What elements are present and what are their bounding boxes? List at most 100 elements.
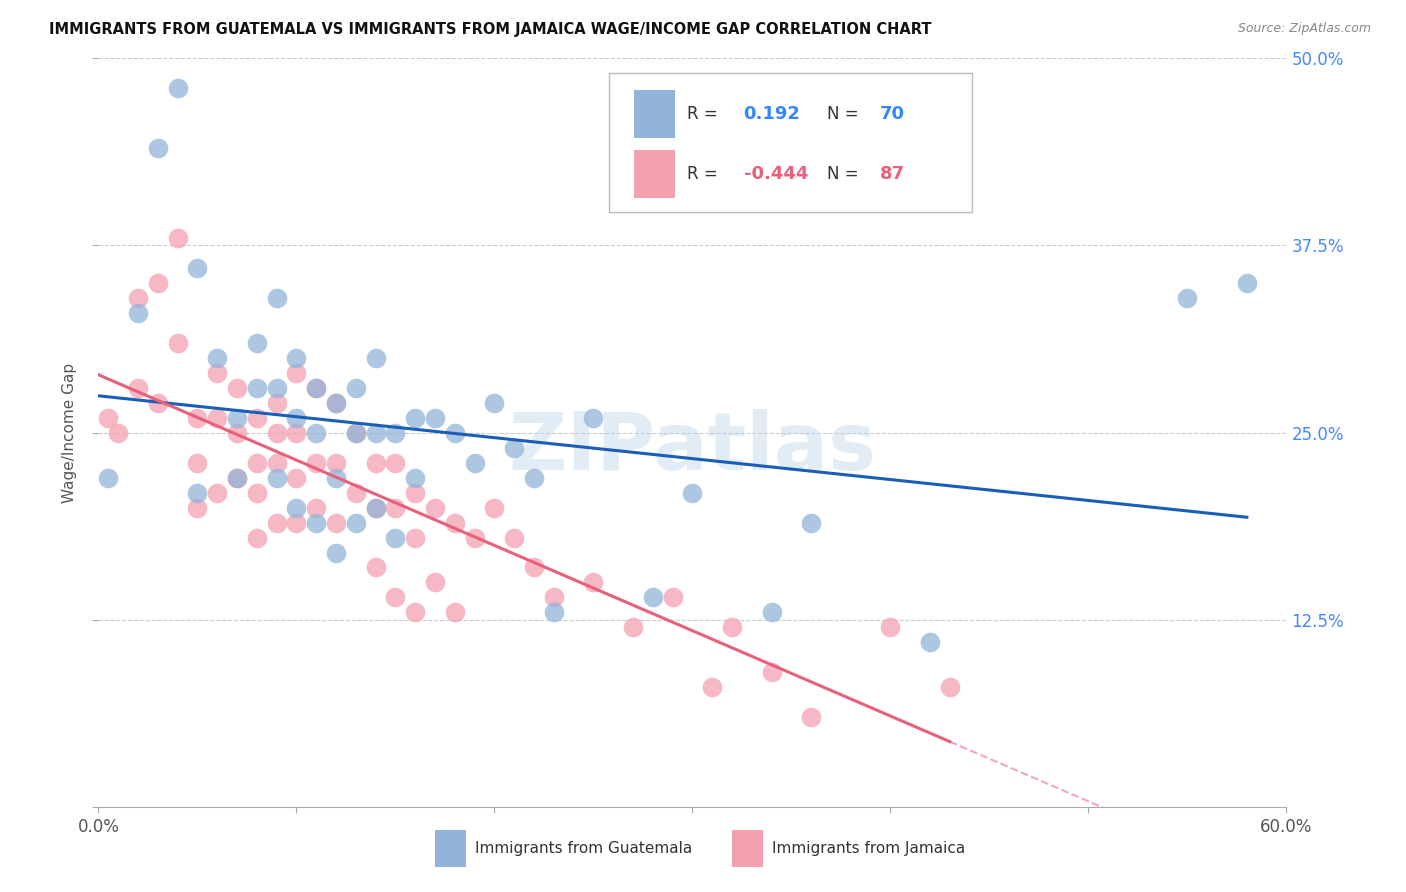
Text: IMMIGRANTS FROM GUATEMALA VS IMMIGRANTS FROM JAMAICA WAGE/INCOME GAP CORRELATION: IMMIGRANTS FROM GUATEMALA VS IMMIGRANTS … bbox=[49, 22, 932, 37]
Point bbox=[305, 381, 328, 395]
Point bbox=[97, 410, 120, 425]
Text: N =: N = bbox=[827, 165, 863, 183]
Point bbox=[423, 575, 446, 590]
Point bbox=[621, 620, 644, 634]
Point bbox=[226, 470, 249, 484]
Text: -0.444: -0.444 bbox=[744, 165, 808, 183]
Text: Immigrants from Jamaica: Immigrants from Jamaica bbox=[772, 841, 966, 856]
Point bbox=[325, 395, 347, 409]
Point bbox=[246, 381, 269, 395]
Point bbox=[166, 231, 188, 245]
Point bbox=[305, 456, 328, 470]
Text: 87: 87 bbox=[880, 165, 905, 183]
FancyBboxPatch shape bbox=[731, 830, 762, 867]
Point bbox=[285, 470, 308, 484]
Point bbox=[325, 516, 347, 530]
Point bbox=[404, 485, 426, 500]
Point bbox=[523, 470, 546, 484]
Text: 0.192: 0.192 bbox=[744, 105, 800, 123]
Point bbox=[186, 485, 208, 500]
Point bbox=[226, 381, 249, 395]
Point bbox=[404, 531, 426, 545]
Point bbox=[364, 500, 387, 515]
Point bbox=[920, 635, 942, 649]
Text: Source: ZipAtlas.com: Source: ZipAtlas.com bbox=[1237, 22, 1371, 36]
Point bbox=[166, 81, 188, 95]
Text: 70: 70 bbox=[880, 105, 905, 123]
Point bbox=[582, 575, 605, 590]
Point bbox=[344, 425, 367, 440]
Point bbox=[146, 395, 169, 409]
Point bbox=[484, 395, 506, 409]
Point bbox=[423, 410, 446, 425]
Point bbox=[503, 441, 526, 455]
Point bbox=[800, 516, 823, 530]
Point bbox=[444, 425, 467, 440]
Point bbox=[266, 456, 288, 470]
Point bbox=[464, 531, 486, 545]
Point bbox=[266, 470, 288, 484]
Point bbox=[423, 500, 446, 515]
Point bbox=[325, 470, 347, 484]
Text: ZIPatlas: ZIPatlas bbox=[509, 409, 876, 487]
Point bbox=[325, 545, 347, 559]
Text: Immigrants from Guatemala: Immigrants from Guatemala bbox=[475, 841, 692, 856]
Point bbox=[127, 306, 149, 320]
Point bbox=[384, 531, 406, 545]
FancyBboxPatch shape bbox=[434, 830, 465, 867]
Point bbox=[364, 425, 387, 440]
Point bbox=[325, 395, 347, 409]
Point bbox=[543, 591, 565, 605]
Point bbox=[364, 456, 387, 470]
Point bbox=[186, 500, 208, 515]
Point bbox=[266, 395, 288, 409]
Point bbox=[146, 141, 169, 155]
Point bbox=[305, 516, 328, 530]
Point bbox=[384, 425, 406, 440]
Point bbox=[205, 485, 228, 500]
Point bbox=[384, 456, 406, 470]
FancyBboxPatch shape bbox=[634, 90, 675, 138]
Point bbox=[939, 681, 962, 695]
Point bbox=[503, 531, 526, 545]
Point bbox=[127, 291, 149, 305]
Point bbox=[1177, 291, 1199, 305]
Point bbox=[127, 381, 149, 395]
Point bbox=[384, 591, 406, 605]
Point bbox=[285, 410, 308, 425]
Point bbox=[305, 381, 328, 395]
Point bbox=[761, 606, 783, 620]
Text: R =: R = bbox=[686, 165, 723, 183]
Point bbox=[205, 366, 228, 380]
Point bbox=[702, 681, 724, 695]
Point bbox=[344, 485, 367, 500]
Point bbox=[226, 425, 249, 440]
Point bbox=[464, 456, 486, 470]
Point bbox=[226, 410, 249, 425]
Point bbox=[404, 410, 426, 425]
Point bbox=[246, 531, 269, 545]
Point bbox=[285, 516, 308, 530]
Point bbox=[186, 260, 208, 275]
Point bbox=[543, 606, 565, 620]
Point bbox=[285, 425, 308, 440]
Point bbox=[484, 500, 506, 515]
Point bbox=[1236, 276, 1258, 290]
Point bbox=[205, 351, 228, 365]
Point bbox=[761, 665, 783, 680]
Point bbox=[325, 456, 347, 470]
Point bbox=[97, 470, 120, 484]
Point bbox=[246, 410, 269, 425]
Point bbox=[344, 425, 367, 440]
Point bbox=[641, 591, 664, 605]
Point bbox=[879, 620, 901, 634]
Point bbox=[246, 485, 269, 500]
Point bbox=[384, 500, 406, 515]
Point bbox=[661, 591, 683, 605]
Point bbox=[344, 381, 367, 395]
Y-axis label: Wage/Income Gap: Wage/Income Gap bbox=[62, 362, 77, 503]
Point bbox=[582, 410, 605, 425]
Point bbox=[285, 366, 308, 380]
Point bbox=[344, 516, 367, 530]
Point bbox=[364, 560, 387, 574]
